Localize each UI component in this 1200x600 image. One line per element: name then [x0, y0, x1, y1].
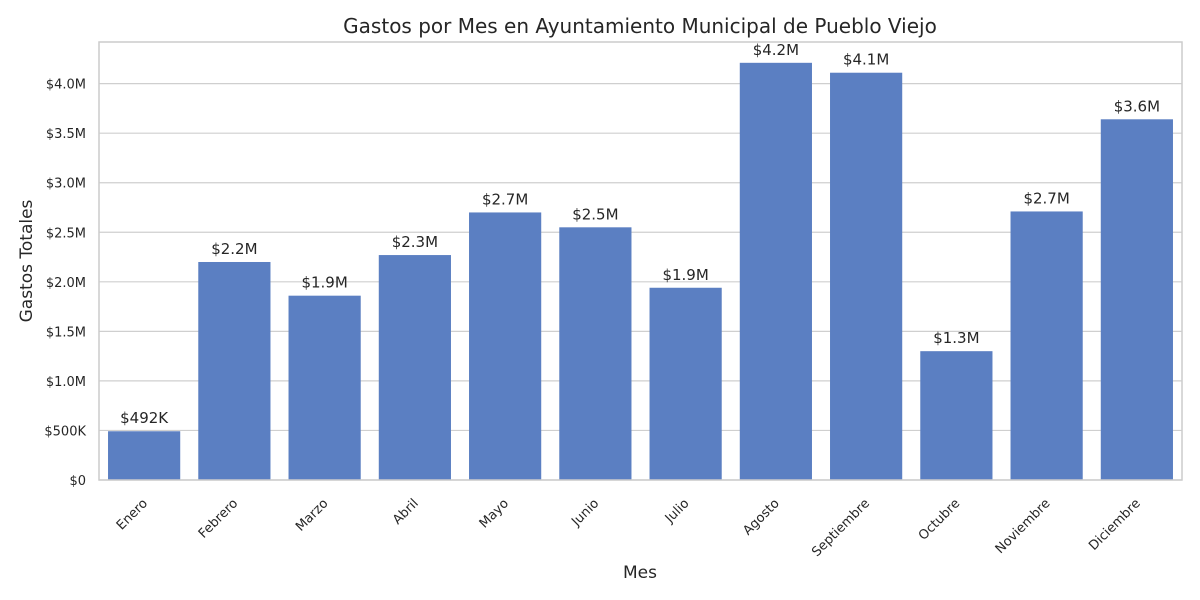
bar-marzo: [288, 295, 361, 480]
y-tick-label: $2.0M: [46, 276, 86, 291]
data-labels: $492K $2.2M $1.9M $2.3M $2.7M $2.5M $1.9M $4.2M…: [120, 41, 1160, 427]
data-label: $3.6M: [1114, 97, 1160, 115]
x-tick-label: Agosto: [740, 496, 782, 538]
plot-frame: [98, 41, 1183, 481]
bar-agosto: [739, 62, 812, 480]
x-tick-label: Mayo: [477, 496, 512, 531]
bars: [108, 62, 1173, 481]
bar-febrero: [198, 261, 271, 480]
data-label: $1.3M: [933, 329, 979, 347]
bar-octubre: [920, 351, 993, 480]
x-tick-label: Diciembre: [1086, 496, 1144, 554]
data-label: $2.7M: [482, 190, 528, 208]
data-label: $4.2M: [753, 41, 799, 59]
data-label: $1.9M: [662, 266, 708, 284]
data-label: $2.5M: [572, 205, 618, 223]
x-tick-label: Octubre: [916, 496, 963, 543]
x-tick-label: Julio: [662, 496, 693, 527]
chart-title: Gastos por Mes en Ayuntamiento Municipal…: [343, 14, 937, 38]
y-tick-label: $1.0M: [46, 375, 86, 390]
x-tick-label: Septiembre: [809, 496, 873, 560]
y-tick-label: $1.5M: [46, 325, 86, 340]
y-tick-label: $4.0M: [46, 78, 86, 93]
bar-mayo: [469, 212, 542, 481]
x-tick-label: Abril: [390, 496, 422, 528]
bar-junio: [559, 227, 632, 480]
grid-lines: [99, 83, 1182, 481]
bar-diciembre: [1100, 119, 1173, 480]
x-axis-label: Mes: [623, 563, 657, 583]
bar-enero: [108, 431, 181, 480]
x-tick-label: Febrero: [196, 496, 241, 541]
bar-noviembre: [1010, 211, 1083, 480]
y-tick-label: $2.5M: [46, 226, 86, 241]
data-label: $2.2M: [211, 240, 257, 258]
bar-septiembre: [830, 72, 903, 481]
x-tick-label: Enero: [114, 496, 151, 533]
data-label: $2.7M: [1023, 189, 1069, 207]
x-tick-label: Marzo: [293, 496, 331, 534]
data-label: $492K: [120, 409, 169, 427]
data-label: $1.9M: [301, 274, 347, 292]
bar-abril: [378, 255, 451, 480]
y-tick-label: $500K: [44, 424, 86, 439]
x-tick-label: Noviembre: [993, 496, 1054, 557]
y-axis-ticks: $0 $500K $1.0M $1.5M $2.0M $2.5M $3.0M $3.5M $4.…: [44, 78, 86, 489]
data-label: $4.1M: [843, 51, 889, 69]
data-label: $2.3M: [392, 233, 438, 251]
y-tick-label: $3.0M: [46, 177, 86, 192]
y-axis-label: Gastos Totales: [17, 199, 37, 322]
y-tick-label: $3.5M: [46, 127, 86, 142]
y-tick-label: $0: [69, 474, 86, 489]
x-axis-ticks: Enero Febrero Marzo Abril Mayo Junio Julio Agos…: [114, 496, 1144, 560]
bar-julio: [649, 287, 722, 480]
x-tick-label: Junio: [568, 496, 602, 530]
